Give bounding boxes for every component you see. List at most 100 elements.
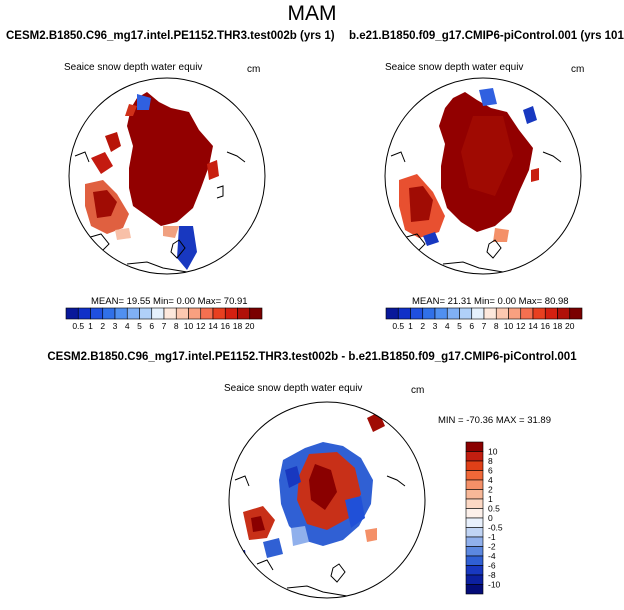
diff-colorbar-label: 6	[488, 466, 493, 476]
left-colorbar-swatch	[200, 307, 214, 320]
left-colorbar-label: 5	[137, 321, 142, 331]
left-colorbar-swatch	[139, 307, 153, 320]
diff-colorbar-swatch	[465, 555, 484, 566]
left-colorbar: 0.5 1 2 3 4 5 6 7 8 10 12 14 16 18 20	[65, 307, 263, 331]
left-colorbar-swatch	[65, 307, 79, 320]
left-colorbar-label: 12	[196, 321, 206, 331]
right-colorbar-label: 6	[469, 321, 474, 331]
left-colorbar-swatch	[249, 307, 263, 320]
right-colorbar-swatch	[569, 307, 583, 320]
right-colorbar-label: 1	[408, 321, 413, 331]
diff-variable-name: Seaice snow depth water equiv	[224, 383, 363, 394]
right-colorbar-label: 12	[516, 321, 526, 331]
right-colorbar-swatch	[483, 307, 497, 320]
diff-colorbar-label: 1	[488, 494, 493, 504]
left-colorbar-label: 8	[174, 321, 179, 331]
right-colorbar-label: 14	[528, 321, 538, 331]
right-colorbar-label: 4	[445, 321, 450, 331]
diff-colorbar-label: -6	[488, 561, 496, 571]
right-case-title: b.e21.B1850.f09_g17.CMIP6-piControl.001 …	[349, 30, 624, 42]
right-colorbar-label: 8	[494, 321, 499, 331]
diff-colorbar-swatch	[465, 441, 484, 452]
left-colorbar-label: 6	[149, 321, 154, 331]
diff-colorbar-label: -1	[488, 532, 496, 542]
right-colorbar-swatch	[459, 307, 473, 320]
right-colorbar-swatch	[532, 307, 546, 320]
right-colorbar-label: 0.5	[392, 321, 404, 331]
diff-colorbar-swatch	[465, 498, 484, 509]
left-stats: MEAN= 19.55 Min= 0.00 Max= 70.91	[91, 296, 248, 307]
right-colorbar-swatch	[520, 307, 534, 320]
right-colorbar-swatch	[434, 307, 448, 320]
left-colorbar-swatch	[224, 307, 238, 320]
left-colorbar-label: 7	[162, 321, 167, 331]
diff-colorbar-label: -10	[488, 580, 501, 590]
left-colorbar-swatch	[126, 307, 140, 320]
diff-colorbar-swatch	[465, 574, 484, 585]
diff-colorbar-label: 0.5	[488, 504, 500, 514]
diff-colorbar-label: -8	[488, 570, 496, 580]
left-colorbar-label: 20	[245, 321, 255, 331]
right-colorbar-swatch	[544, 307, 558, 320]
right-colorbar-swatch	[422, 307, 436, 320]
left-colorbar-swatch	[77, 307, 91, 320]
left-colorbar-label: 4	[125, 321, 130, 331]
right-colorbar-swatch	[471, 307, 485, 320]
right-colorbar-swatch	[508, 307, 522, 320]
left-colorbar-swatch	[151, 307, 165, 320]
diff-colorbar-swatch	[465, 451, 484, 462]
right-colorbar-label: 2	[420, 321, 425, 331]
diff-colorbar-swatch	[465, 470, 484, 481]
right-colorbar-swatch	[557, 307, 571, 320]
right-colorbar-label: 18	[553, 321, 563, 331]
right-colorbar-swatch	[410, 307, 424, 320]
right-stats: MEAN= 21.31 Min= 0.00 Max= 80.98	[412, 296, 569, 307]
right-colorbar-label: 20	[565, 321, 575, 331]
left-colorbar-label: 16	[221, 321, 231, 331]
left-colorbar-label: 10	[184, 321, 194, 331]
right-colorbar-label: 16	[541, 321, 551, 331]
left-colorbar-label: 1	[88, 321, 93, 331]
diff-colorbar-label: 8	[488, 456, 493, 466]
left-colorbar-label: 18	[233, 321, 243, 331]
left-colorbar-swatch	[114, 307, 128, 320]
left-colorbar-label: 3	[113, 321, 118, 331]
diff-polar-map	[228, 401, 426, 599]
right-colorbar-swatch	[446, 307, 460, 320]
diff-colorbar-swatch	[465, 508, 484, 519]
diff-colorbar-label: 10	[488, 447, 498, 457]
diff-colorbar-label: -2	[488, 542, 496, 552]
left-colorbar-swatch	[237, 307, 251, 320]
right-colorbar: 0.5 1 2 3 4 5 6 7 8 10 12 14 16 18 20	[385, 307, 583, 331]
diff-colorbar-swatch	[465, 517, 484, 528]
left-units: cm	[247, 64, 261, 75]
diff-colorbar-swatch	[465, 536, 484, 547]
left-polar-map	[68, 77, 266, 275]
left-colorbar-swatch	[163, 307, 177, 320]
right-colorbar-label: 3	[433, 321, 438, 331]
right-variable-name: Seaice snow depth water equiv	[385, 62, 524, 73]
left-variable-name: Seaice snow depth water equiv	[64, 62, 203, 73]
diff-colorbar-label: -0.5	[488, 523, 503, 533]
diff-colorbar-swatch	[465, 479, 484, 490]
diff-colorbar-label: 2	[488, 485, 493, 495]
right-units: cm	[571, 64, 585, 75]
right-colorbar-swatch	[397, 307, 411, 320]
left-colorbar-label: 0.5	[72, 321, 84, 331]
diff-colorbar-swatch	[465, 527, 484, 538]
left-colorbar-label: 2	[100, 321, 105, 331]
diff-title: CESM2.B1850.C96_mg17.intel.PE1152.THR3.t…	[47, 351, 577, 363]
left-colorbar-swatch	[212, 307, 226, 320]
right-colorbar-label: 7	[482, 321, 487, 331]
left-colorbar-swatch	[102, 307, 116, 320]
left-colorbar-swatch	[188, 307, 202, 320]
right-colorbar-swatch	[495, 307, 509, 320]
diff-stats: MIN = -70.36 MAX = 31.89	[438, 415, 552, 426]
diff-colorbar-swatch	[465, 489, 484, 500]
left-colorbar-swatch	[90, 307, 104, 320]
left-case-title: CESM2.B1850.C96_mg17.intel.PE1152.THR3.t…	[6, 30, 335, 42]
diff-colorbar-swatch	[465, 546, 484, 557]
left-colorbar-label: 14	[208, 321, 218, 331]
diff-colorbar-label: -4	[488, 551, 496, 561]
